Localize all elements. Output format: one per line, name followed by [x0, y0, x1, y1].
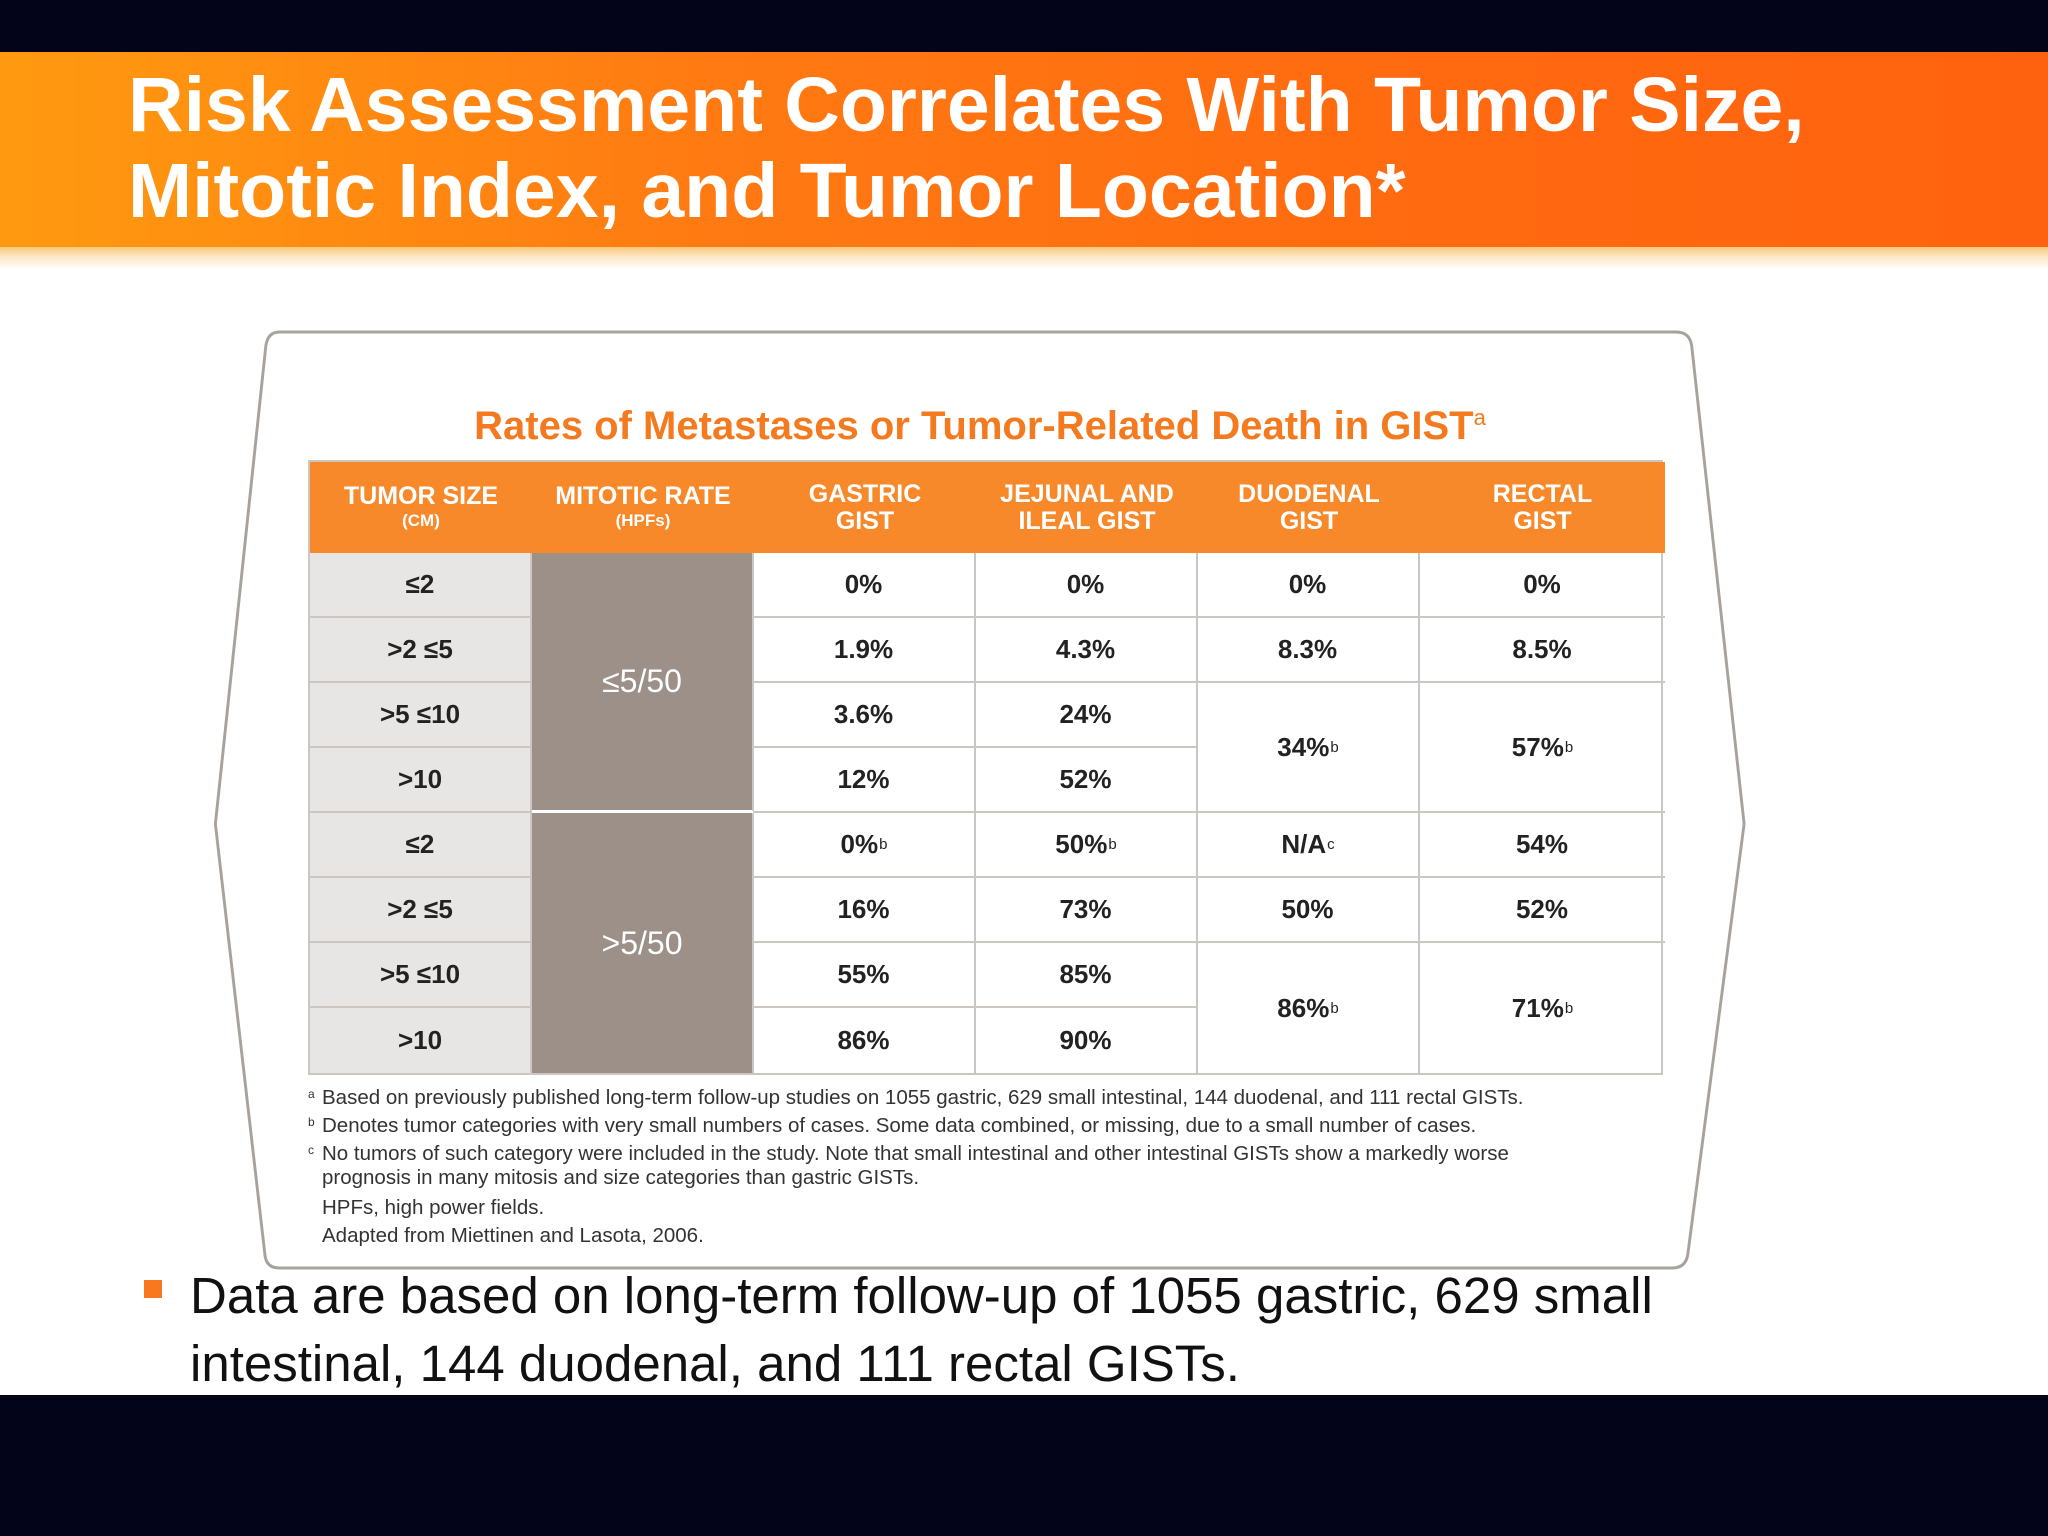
- gastric-cell: 0% b: [754, 813, 976, 878]
- header-mitotic-rate: MITOTIC RATE (HPFs): [532, 462, 754, 553]
- rectal-cell: 71% b: [1511, 992, 1574, 1023]
- size-cell: ≤2: [310, 553, 532, 618]
- jejunal-cell: 85%: [976, 943, 1198, 1008]
- header-rectal: RECTAL GIST: [1420, 462, 1665, 553]
- jejunal-cell: 24%: [976, 683, 1198, 748]
- size-cell: >2 ≤5: [310, 618, 532, 683]
- rectal-cell: 54%: [1420, 813, 1665, 878]
- header-jejunal-line1: JEJUNAL AND: [1000, 479, 1174, 508]
- header-gastric: GASTRIC GIST: [754, 462, 976, 553]
- slide-title-line-2: Mitotic Index, and Tumor Location*: [128, 148, 1406, 234]
- footnote-a: a Based on previously published long-ter…: [308, 1084, 1708, 1112]
- duodenal-cell: 34% b: [1198, 683, 1420, 813]
- duodenal-cell: N/A c: [1198, 813, 1420, 878]
- duodenal-cell: 86% b: [1198, 943, 1420, 1073]
- gastric-cell: 1.9%: [754, 618, 976, 683]
- table-title: Rates of Metastases or Tumor-Related Dea…: [212, 394, 1748, 450]
- header-mitotic-rate-unit: (HPFs): [615, 511, 671, 530]
- duodenal-cell: 50%: [1198, 878, 1420, 943]
- table-title-footnote-mark: a: [1473, 405, 1486, 430]
- footnote-b: b Denotes tumor categories with very sma…: [308, 1112, 1708, 1140]
- mitotic-group-low: ≤5/50: [532, 553, 754, 813]
- gastric-cell: 0%: [754, 553, 976, 618]
- gastric-cell: 3.6%: [754, 683, 976, 748]
- slide-title-line-1: Risk Assessment Correlates With Tumor Si…: [128, 62, 1805, 148]
- footnote-a-text: Based on previously published long-term …: [322, 1086, 1524, 1109]
- rectal-cell: 57% b: [1420, 683, 1665, 813]
- footnote-b-text: Denotes tumor categories with very small…: [322, 1114, 1477, 1137]
- rectal-cell: 0%: [1420, 553, 1665, 618]
- bullet-line-1: Data are based on long-term follow-up of…: [190, 1267, 1653, 1324]
- size-cell: >10: [310, 1008, 532, 1073]
- size-cell: >2 ≤5: [310, 878, 532, 943]
- footnote-hpf: HPFs, high power fields.: [322, 1196, 545, 1219]
- bullet-square-icon: [144, 1280, 162, 1298]
- header-mitotic-rate-label: MITOTIC RATE: [555, 482, 731, 510]
- header-gastric-line2: GIST: [835, 506, 895, 535]
- footnotes: a Based on previously published long-ter…: [308, 1084, 1708, 1250]
- gastric-cell: 16%: [754, 878, 976, 943]
- rectal-cell: 52%: [1420, 878, 1665, 943]
- banner-fade: [0, 247, 2048, 269]
- header-rectal-line2: GIST: [1513, 506, 1572, 535]
- header-jejunal: JEJUNAL AND ILEAL GIST: [976, 462, 1198, 553]
- table-title-text: Rates of Metastases or Tumor-Related Dea…: [474, 404, 1474, 448]
- header-tumor-size-unit: (CM): [402, 511, 440, 530]
- bullet-line-2: intestinal, 144 duodenal, and 111 rectal…: [190, 1335, 1240, 1392]
- footnote-a-mark: a: [308, 1087, 315, 1101]
- header-duodenal-line2: GIST: [1279, 506, 1339, 535]
- gastric-cell: 55%: [754, 943, 976, 1008]
- header-duodenal: DUODENAL GIST: [1198, 462, 1420, 553]
- header-jejunal-line2: ILEAL GIST: [1018, 506, 1156, 535]
- gastric-cell: 86%: [754, 1008, 976, 1073]
- risk-table: TUMOR SIZE (CM) MITOTIC RATE (HPFs) GAST…: [308, 460, 1665, 1075]
- duodenal-cell: 8.3%: [1198, 618, 1420, 683]
- duodenal-cell: 0%: [1198, 553, 1420, 618]
- mitotic-group-high: >5/50: [532, 813, 754, 1073]
- footnote-b-mark: b: [308, 1115, 315, 1129]
- jejunal-cell: 4.3%: [976, 618, 1198, 683]
- header-rectal-line1: RECTAL: [1492, 479, 1593, 508]
- header-tumor-size: TUMOR SIZE (CM): [310, 462, 532, 553]
- header-duodenal-line1: DUODENAL: [1238, 479, 1380, 508]
- slide-title: Risk Assessment Correlates With Tumor Si…: [128, 62, 2008, 234]
- jejunal-cell: 50% b: [976, 813, 1198, 878]
- table-panel: Rates of Metastases or Tumor-Related Dea…: [212, 324, 1748, 1276]
- panel-frame-outline: [213, 330, 1746, 1270]
- footnote-c: c No tumors of such category were includ…: [308, 1140, 1708, 1188]
- jejunal-cell: 90%: [976, 1008, 1198, 1073]
- header-tumor-size-label: TUMOR SIZE: [343, 482, 499, 510]
- header-gastric-line1: GASTRIC: [808, 479, 922, 508]
- bullet-text: Data are based on long-term follow-up of…: [190, 1262, 1990, 1395]
- footnote-c-mark: c: [308, 1143, 314, 1157]
- footnote-c-line1: No tumors of such category were included…: [322, 1142, 1509, 1165]
- slide: Risk Assessment Correlates With Tumor Si…: [0, 52, 2048, 1395]
- size-cell: >5 ≤10: [310, 943, 532, 1008]
- size-cell: >5 ≤10: [310, 683, 532, 748]
- footnote-source: Adapted from Miettinen and Lasota, 2006.: [322, 1224, 704, 1247]
- rectal-cell: 8.5%: [1420, 618, 1665, 683]
- jejunal-cell: 0%: [976, 553, 1198, 618]
- size-cell: ≤2: [310, 813, 532, 878]
- jejunal-cell: 73%: [976, 878, 1198, 943]
- gastric-cell: 12%: [754, 748, 976, 813]
- footnote-c-line2: prognosis in many mitosis and size categ…: [322, 1166, 920, 1189]
- jejunal-cell: 52%: [976, 748, 1198, 813]
- title-banner: Risk Assessment Correlates With Tumor Si…: [0, 52, 2048, 247]
- size-cell: >10: [310, 748, 532, 813]
